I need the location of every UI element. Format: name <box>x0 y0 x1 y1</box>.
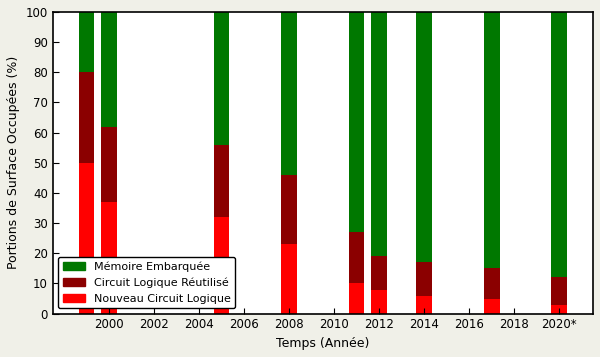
Bar <box>101 202 117 314</box>
Bar <box>349 232 364 283</box>
Bar <box>214 12 229 145</box>
Bar <box>371 12 387 256</box>
Bar <box>281 244 297 314</box>
Bar <box>551 277 567 305</box>
Bar <box>416 296 432 314</box>
Bar <box>281 175 297 244</box>
Bar <box>349 283 364 314</box>
Bar <box>416 262 432 296</box>
Bar <box>416 12 432 262</box>
Bar <box>79 163 94 314</box>
Y-axis label: Portions de Surface Occupées (%): Portions de Surface Occupées (%) <box>7 56 20 270</box>
X-axis label: Temps (Année): Temps (Année) <box>276 337 370 350</box>
Legend: Mémoire Embarquée, Circuit Logique Réutilisé, Nouveau Circuit Logique: Mémoire Embarquée, Circuit Logique Réuti… <box>58 257 235 308</box>
Bar <box>101 12 117 127</box>
Bar <box>79 12 94 72</box>
Bar <box>484 298 500 314</box>
Bar <box>79 72 94 163</box>
Bar <box>484 12 500 268</box>
Bar <box>551 12 567 277</box>
Bar <box>281 12 297 175</box>
Bar <box>101 127 117 202</box>
Bar <box>484 268 500 298</box>
Bar <box>214 217 229 314</box>
Bar <box>214 145 229 217</box>
Bar <box>349 12 364 232</box>
Bar <box>371 290 387 314</box>
Bar <box>371 256 387 290</box>
Bar <box>551 305 567 314</box>
